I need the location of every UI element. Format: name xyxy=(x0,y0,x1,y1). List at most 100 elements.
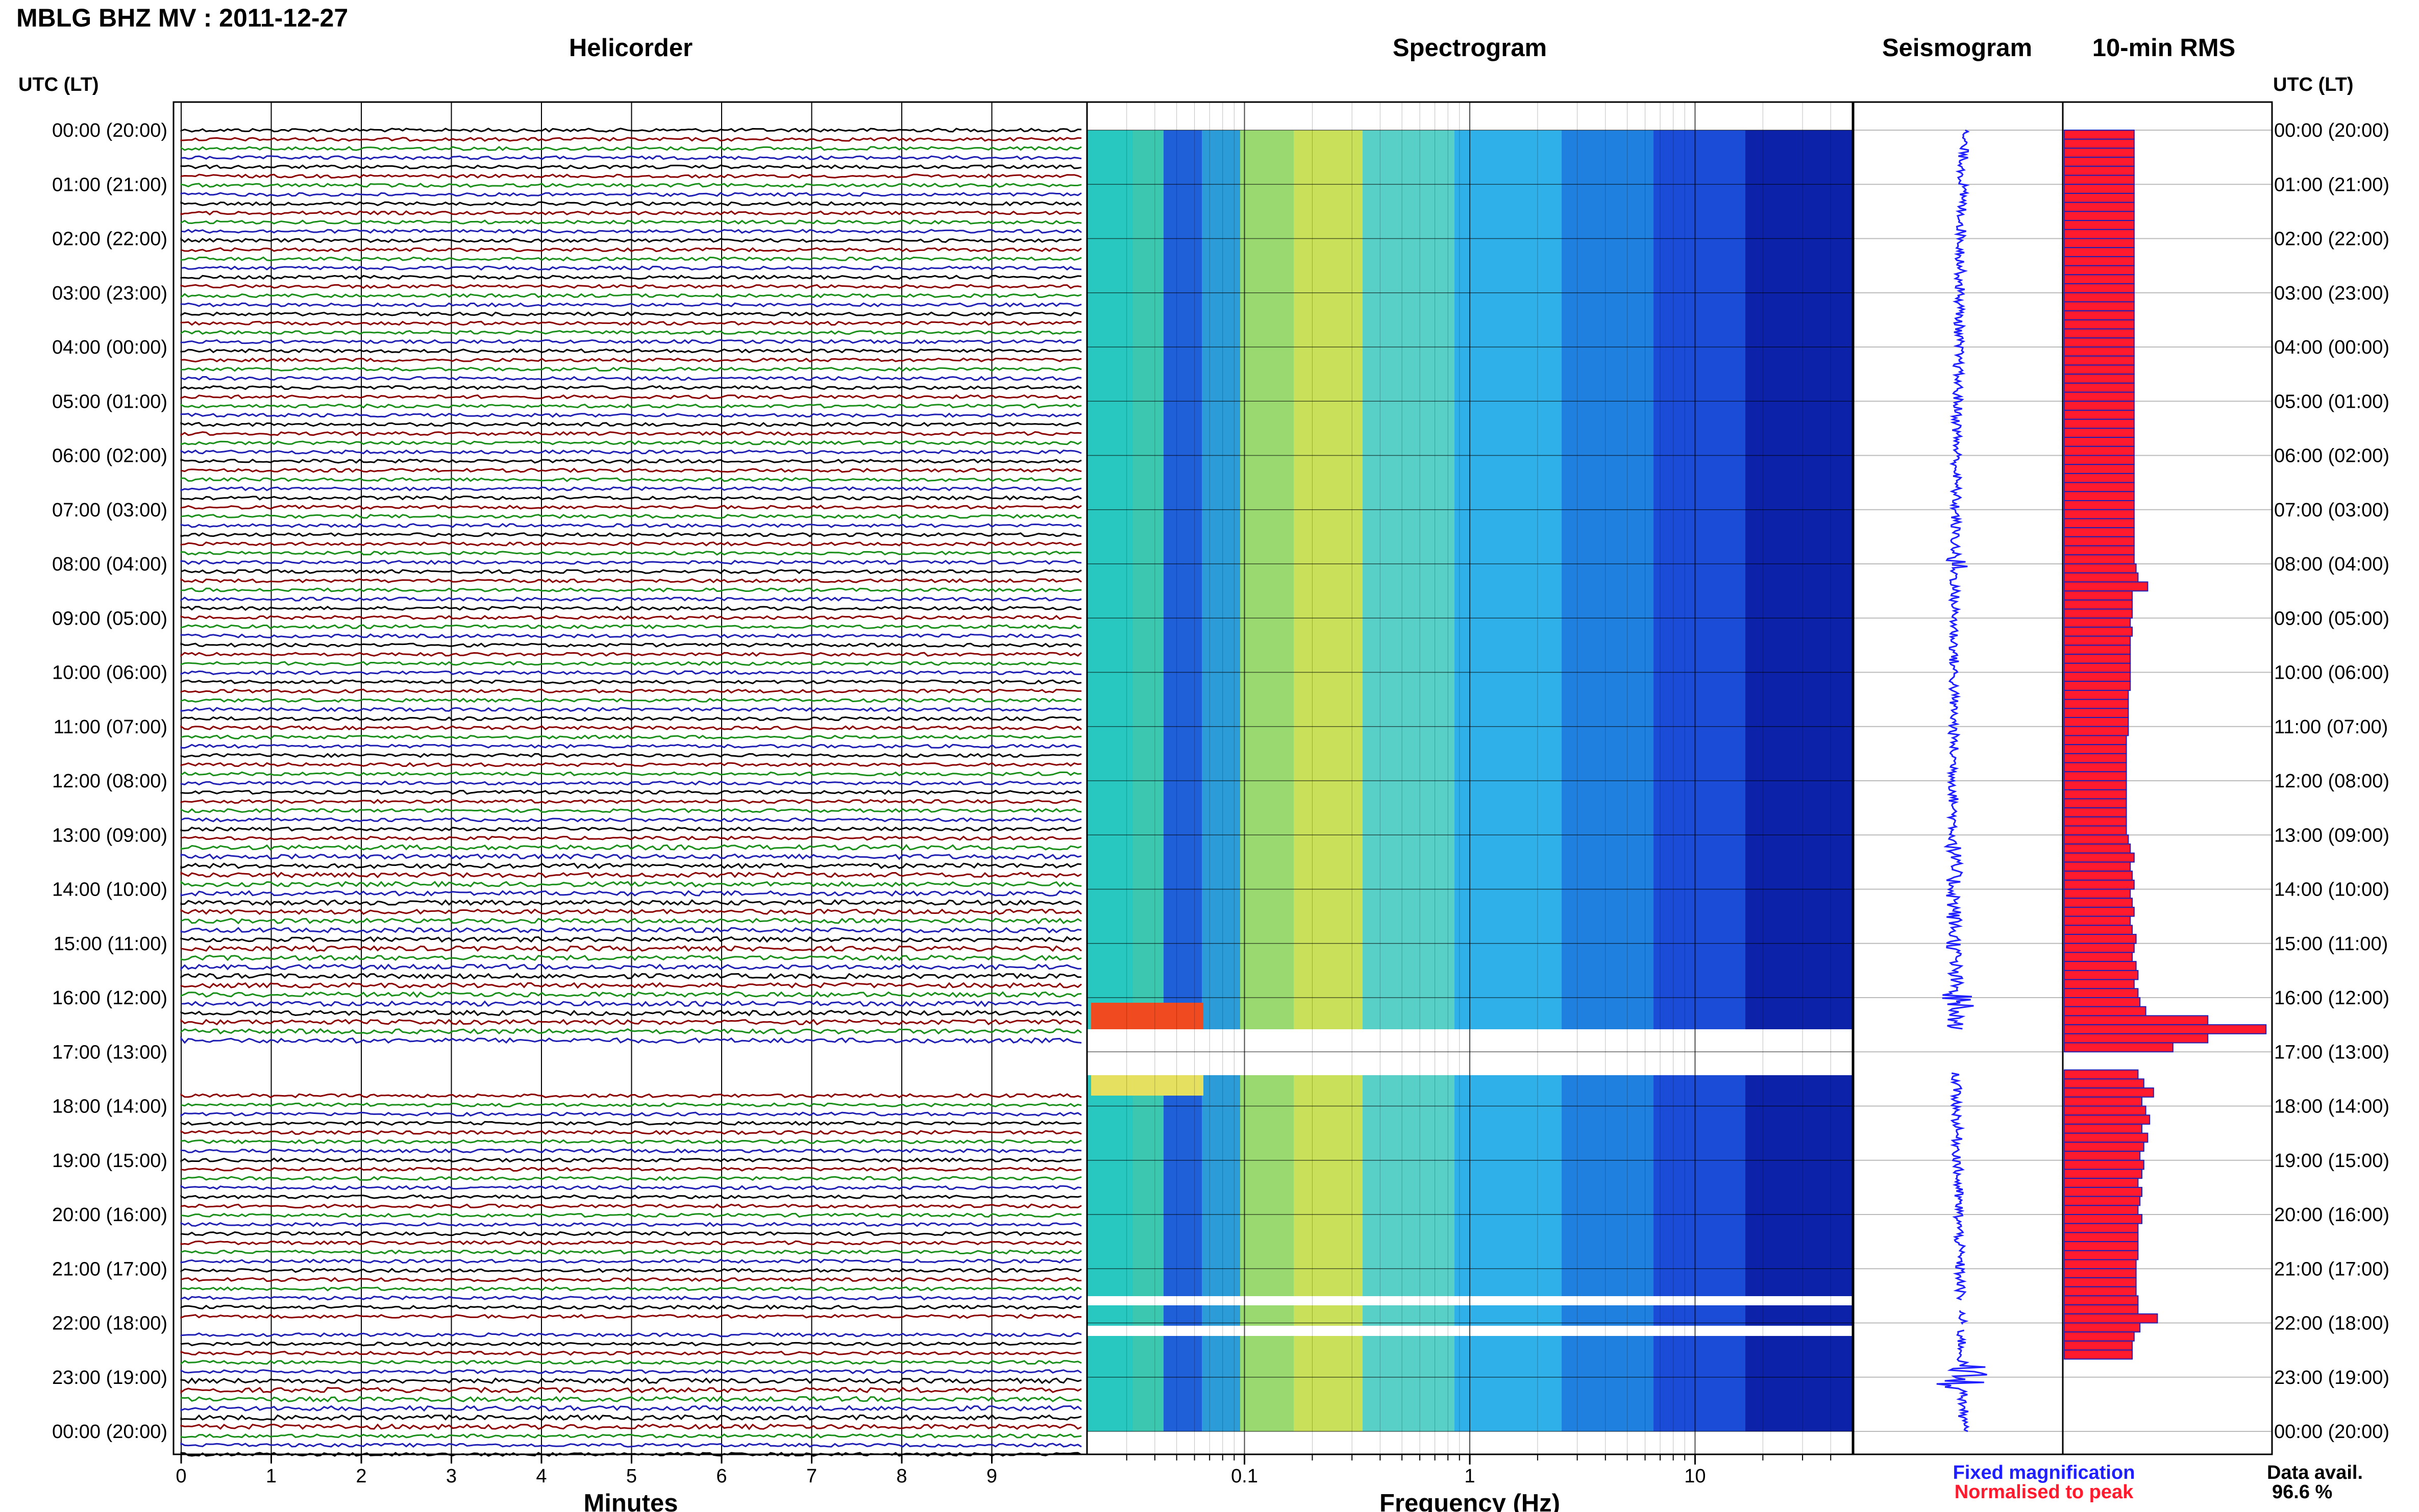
rms-bar xyxy=(2064,337,2135,348)
spectrogram-column xyxy=(1179,1305,1187,1326)
helicorder-trace-line xyxy=(180,385,1082,390)
spectrogram-column xyxy=(1562,130,1570,1029)
helicorder-trace-line xyxy=(180,1036,1082,1044)
spectrogram-column xyxy=(1355,1075,1363,1296)
spectrogram-column xyxy=(1217,130,1225,1029)
spectrogram-column xyxy=(1286,1305,1294,1326)
spectrogram-column xyxy=(1845,1305,1853,1326)
rms-bar xyxy=(2064,192,2135,203)
spectrogram-column xyxy=(1539,1336,1547,1431)
spectrogram-column xyxy=(1447,1336,1455,1431)
helicorder-tick-label: 7 xyxy=(806,1466,817,1487)
spectrogram-column xyxy=(1600,1305,1608,1326)
rms-bar xyxy=(2064,1024,2267,1034)
helicorder-trace-line xyxy=(180,862,1082,870)
spectrogram-column xyxy=(1125,1305,1133,1326)
hour-label-left: 20:00 (16:00) xyxy=(52,1204,167,1226)
helicorder-trace-line xyxy=(180,1433,1082,1439)
spectrogram-column xyxy=(1286,1075,1294,1296)
rms-bar xyxy=(2064,861,2131,872)
spectrogram-column xyxy=(1638,1336,1646,1431)
rms-bar xyxy=(2064,1250,2139,1260)
rms-bar xyxy=(2064,1331,2135,1342)
spectrogram-column xyxy=(1370,1336,1378,1431)
spectrogram-column xyxy=(1692,1075,1700,1296)
spectrogram-column xyxy=(1516,1305,1524,1326)
helicorder-trace-line xyxy=(180,899,1082,906)
spectrogram-column xyxy=(1822,130,1830,1029)
rms-bar xyxy=(2064,825,2127,836)
helicorder-trace-line xyxy=(180,780,1082,786)
rms-bar xyxy=(2064,1232,2139,1243)
spectrogram-column xyxy=(1301,1075,1310,1296)
spectrogram-column xyxy=(1278,130,1287,1029)
hour-label-left: 09:00 (05:00) xyxy=(52,608,167,629)
rms-bar xyxy=(2064,545,2135,556)
helicorder-trace-line xyxy=(180,1286,1082,1292)
spectrogram-column xyxy=(1523,1336,1532,1431)
rms-bar xyxy=(2064,464,2135,474)
rms-bar xyxy=(2064,509,2135,519)
spectrogram-column xyxy=(1715,130,1723,1029)
spectrogram-column xyxy=(1661,1336,1669,1431)
spectrogram-column xyxy=(1554,1075,1562,1296)
spectrogram-column xyxy=(1554,130,1562,1029)
spectrogram-column xyxy=(1110,1305,1118,1326)
spectrogram-column xyxy=(1087,130,1095,1029)
helicorder-trace-line xyxy=(180,954,1082,961)
helicorder-trace-line xyxy=(180,642,1082,648)
spectrogram-column xyxy=(1477,130,1486,1029)
spectrogram-column xyxy=(1807,1075,1815,1296)
rms-bar xyxy=(2064,635,2131,646)
hour-label-left: 15:00 (11:00) xyxy=(54,933,167,955)
helicorder-trace-line xyxy=(180,1028,1082,1035)
hour-label-right: 21:00 (17:00) xyxy=(2274,1258,2389,1280)
helicorder-trace-line xyxy=(180,495,1082,501)
rms-bar xyxy=(2064,491,2135,502)
spectrogram-column xyxy=(1363,130,1371,1029)
rms-bar xyxy=(2064,165,2135,176)
spectrogram-tick-label: 0.1 xyxy=(1231,1466,1258,1487)
spectrogram-column xyxy=(1546,1305,1554,1326)
spectrogram-column xyxy=(1845,1075,1853,1296)
spectrogram-column xyxy=(1592,1305,1600,1326)
rms-bar xyxy=(2064,1169,2142,1179)
spectrogram-column xyxy=(1118,1336,1126,1431)
spectrogram-column xyxy=(1631,1305,1639,1326)
spectrogram-column xyxy=(1102,1075,1110,1296)
spectrogram-column xyxy=(1761,1305,1769,1326)
spectrogram-column xyxy=(1684,1336,1692,1431)
spectrogram-column xyxy=(1615,1075,1623,1296)
hour-label-right: 04:00 (00:00) xyxy=(2274,337,2389,358)
spectrogram-column xyxy=(1531,1075,1539,1296)
spectrogram-column xyxy=(1631,1336,1639,1431)
helicorder-trace-line xyxy=(180,1295,1082,1301)
spectrogram-column xyxy=(1416,1075,1424,1296)
rms-bar xyxy=(2064,1340,2133,1351)
helicorder-tick-label: 0 xyxy=(176,1466,186,1487)
helicorder-trace-line xyxy=(181,569,1082,575)
helicorder-trace-line xyxy=(180,973,1082,980)
spectrogram-column xyxy=(1324,130,1332,1029)
legend-normalised-to-peak: Normalised to peak xyxy=(1955,1481,2134,1503)
spectrogram-column xyxy=(1585,1075,1593,1296)
hour-label-left: 05:00 (01:00) xyxy=(52,391,167,412)
helicorder-trace-line xyxy=(180,734,1082,740)
spectrogram-column xyxy=(1546,1075,1554,1296)
helicorder-trace-line xyxy=(180,1240,1082,1246)
spectrogram-column xyxy=(1110,1075,1118,1296)
helicorder-trace-line xyxy=(180,1377,1082,1384)
rms-bar xyxy=(2064,364,2135,375)
spectrogram-column xyxy=(1424,130,1432,1029)
rms-bar xyxy=(2064,915,2131,926)
rms-title: 10-min RMS xyxy=(2092,34,2235,62)
helicorder-trace-line xyxy=(180,615,1082,621)
hour-label-right: 11:00 (07:00) xyxy=(2274,716,2388,738)
spectrogram-column xyxy=(1745,1075,1754,1296)
spectrogram-column xyxy=(1462,1075,1470,1296)
spectrogram-column xyxy=(1095,1336,1103,1431)
spectrogram-column xyxy=(1301,130,1310,1029)
spectrogram-column xyxy=(1363,1305,1371,1326)
helicorder-trace-line xyxy=(180,725,1082,731)
spectrogram-column xyxy=(1210,130,1218,1029)
